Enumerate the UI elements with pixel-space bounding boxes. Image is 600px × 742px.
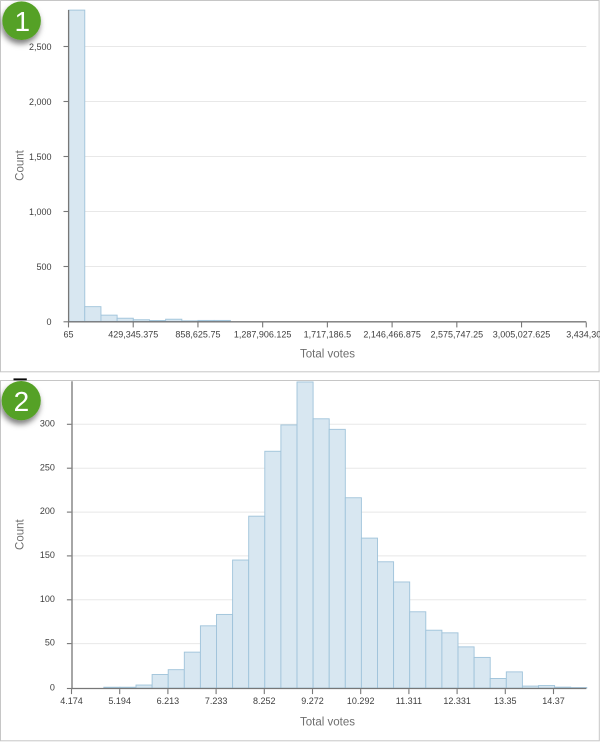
svg-text:10.292: 10.292 — [347, 696, 375, 706]
svg-text:2,500: 2,500 — [29, 42, 52, 52]
svg-text:2,575,747.25: 2,575,747.25 — [431, 329, 484, 339]
svg-text:1: 1 — [15, 6, 31, 37]
svg-text:6.213: 6.213 — [157, 696, 180, 706]
svg-text:858,625.75: 858,625.75 — [175, 329, 220, 339]
svg-text:5.194: 5.194 — [108, 696, 131, 706]
svg-text:100: 100 — [40, 594, 55, 604]
svg-text:200: 200 — [40, 506, 55, 516]
svg-text:429,345.375: 429,345.375 — [108, 329, 158, 339]
svg-text:11.311: 11.311 — [396, 696, 422, 706]
svg-text:1,000: 1,000 — [29, 207, 52, 217]
svg-text:Total votes: Total votes — [300, 716, 355, 728]
svg-text:1,500: 1,500 — [29, 152, 52, 162]
svg-text:1,717,186.5: 1,717,186.5 — [304, 329, 352, 339]
svg-text:2,146,466.875: 2,146,466.875 — [363, 329, 421, 339]
svg-text:50: 50 — [45, 638, 55, 648]
svg-text:Total votes: Total votes — [300, 349, 355, 361]
svg-text:150: 150 — [40, 550, 55, 560]
svg-text:0: 0 — [50, 683, 55, 693]
svg-text:Count: Count — [14, 149, 26, 180]
svg-text:500: 500 — [36, 262, 51, 272]
svg-text:8.252: 8.252 — [253, 696, 276, 706]
svg-text:2: 2 — [14, 386, 30, 417]
svg-text:12.331: 12.331 — [443, 696, 471, 706]
svg-text:7.233: 7.233 — [205, 696, 228, 706]
svg-text:65: 65 — [63, 329, 73, 339]
svg-text:14.37: 14.37 — [542, 696, 565, 706]
svg-text:Count: Count — [14, 518, 26, 549]
svg-text:2,000: 2,000 — [29, 97, 52, 107]
svg-text:3,434,308: 3,434,308 — [566, 329, 600, 339]
svg-text:250: 250 — [40, 462, 55, 472]
svg-text:0: 0 — [46, 317, 51, 327]
svg-text:9.272: 9.272 — [301, 696, 324, 706]
svg-text:1,287,906.125: 1,287,906.125 — [234, 329, 292, 339]
svg-text:300: 300 — [40, 418, 55, 428]
svg-text:4.174: 4.174 — [60, 696, 83, 706]
svg-text:13.35: 13.35 — [494, 696, 517, 706]
svg-text:3,005,027.625: 3,005,027.625 — [493, 329, 551, 339]
